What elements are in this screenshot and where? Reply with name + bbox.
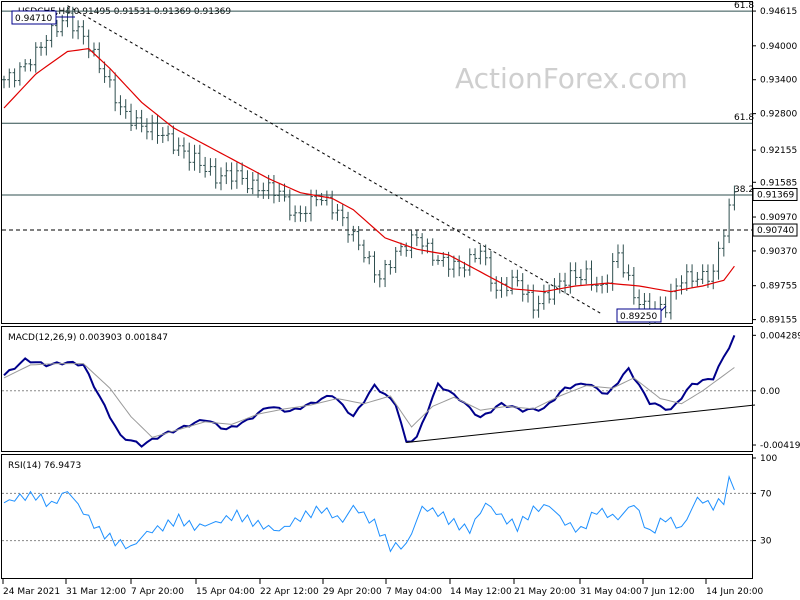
x-tick-label: 7 Apr 20:00 — [131, 587, 184, 597]
macd-header: MACD(12,26,9) 0.003903 0.001847 — [8, 333, 168, 343]
rsi-layer — [2, 475, 752, 553]
rsi-tick-label: 30 — [760, 537, 772, 547]
macd-tick-label: -0.004192 — [760, 441, 800, 451]
price-tag-box — [752, 223, 798, 237]
rsi-panel — [1, 454, 753, 579]
price-tick-label: 0.91585 — [760, 178, 797, 188]
price-tick-label: 0.90370 — [760, 247, 797, 257]
price-panel — [1, 1, 753, 324]
x-tick-label: 29 Apr 20:00 — [323, 587, 382, 597]
macd-trendline — [406, 404, 756, 444]
macd-line — [3, 335, 736, 448]
price-tick-label: 0.94000 — [760, 42, 797, 52]
price-header: USDCHF,H4 0.91495 0.91531 0.91369 0.9136… — [18, 7, 231, 17]
x-tick-label: 24 Mar 2021 — [3, 587, 60, 597]
price-tick-label: 0.89155 — [760, 316, 797, 326]
price-tag-box — [752, 187, 798, 201]
rsi-line — [3, 475, 735, 553]
watermark: ActionForex.com — [455, 62, 688, 95]
x-tick-label: 31 Mar 12:00 — [66, 587, 126, 597]
price-callout: 0.94710 — [15, 14, 52, 24]
downtrend-line — [67, 5, 603, 315]
callout-leader — [660, 305, 667, 312]
x-tick-label: 14 Jun 20:00 — [706, 587, 763, 597]
rsi-tick-label: 100 — [760, 454, 777, 464]
price-tick-label: 0.90970 — [760, 213, 797, 223]
macd-panel — [1, 326, 753, 452]
price-tick-label: 0.89755 — [760, 282, 797, 292]
price-tick-label: 0.93400 — [760, 76, 797, 86]
rsi-header: RSI(14) 76.9473 — [8, 461, 81, 471]
price-tick-label: 0.92800 — [760, 110, 797, 120]
x-tick-label: 31 May 04:00 — [580, 587, 642, 597]
price-callout-box — [616, 308, 662, 323]
price-callout: 0.89250 — [620, 312, 657, 322]
fib-label: 38.2 — [734, 185, 754, 195]
price-tag: 0.91369 — [757, 190, 794, 200]
macd-signal-line — [3, 363, 735, 438]
price-layer: 61.8 61.8 38.2 0.94710 0.89250 — [2, 1, 754, 325]
x-tick-label: 15 Apr 04:00 — [196, 587, 255, 597]
x-tick-label: 7 May 04:00 — [386, 587, 442, 597]
macd-layer — [2, 335, 756, 448]
price-tag: 0.90740 — [757, 226, 794, 236]
x-tick-label: 22 Apr 12:00 — [260, 587, 319, 597]
x-tick-label: 7 Jun 12:00 — [643, 587, 695, 597]
price-tick-label: 0.94615 — [760, 7, 797, 17]
moving-average-line — [3, 47, 735, 293]
x-tick-label: 21 May 20:00 — [514, 587, 576, 597]
axis-layer: 0.94615 0.94000 0.93400 0.92800 0.92155 0.915… — [2, 7, 800, 597]
macd-tick-label: 0.004289 — [760, 331, 800, 341]
macd-tick-label: 0.00 — [760, 387, 780, 397]
price-tick-label: 0.92155 — [760, 146, 797, 156]
fib-label: 61.8 — [734, 113, 754, 123]
fib-label: 61.8 — [734, 1, 754, 11]
x-tick-label: 14 May 12:00 — [450, 587, 512, 597]
rsi-tick-label: 70 — [760, 489, 772, 499]
